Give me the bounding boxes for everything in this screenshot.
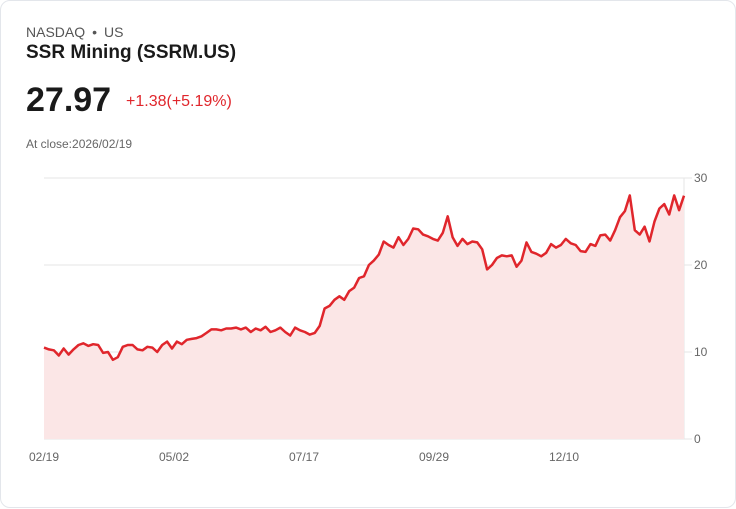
x-tick-label: 12/10: [549, 450, 579, 464]
x-tick-label: 02/19: [29, 450, 59, 464]
close-date: At close:2026/02/19: [26, 137, 133, 151]
stock-title: SSR Mining (SSRM.US): [26, 42, 237, 63]
price-area: [44, 195, 684, 439]
x-tick-label: 07/17: [289, 450, 319, 464]
y-tick-label: 0: [694, 432, 701, 446]
market: US: [104, 24, 124, 40]
exchange-line: NASDAQ • US: [26, 24, 123, 40]
separator: •: [92, 24, 98, 40]
price-line: [43, 194, 686, 362]
y-tick-label: 30: [694, 171, 708, 185]
y-tick-label: 20: [694, 258, 708, 272]
exchange: NASDAQ: [26, 24, 86, 40]
x-tick-label: 05/02: [159, 450, 189, 464]
x-tick-label: 09/29: [419, 450, 449, 464]
price: 27.97: [26, 81, 112, 119]
y-tick-label: 10: [694, 345, 708, 359]
price-change: +1.38(+5.19%): [126, 93, 232, 110]
